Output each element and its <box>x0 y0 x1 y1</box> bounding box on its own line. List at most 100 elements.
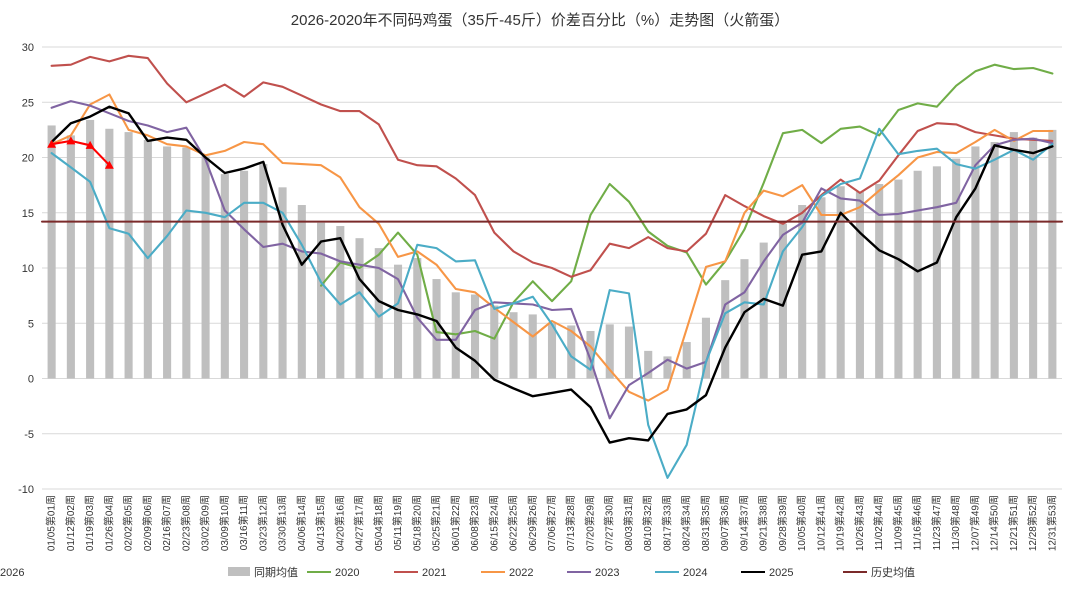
y-tick-label: 15 <box>22 208 34 220</box>
x-tick-label: 04/27第17周 <box>353 495 366 551</box>
bar-same-period-avg <box>528 314 537 379</box>
x-tick-label: 02/23第08周 <box>179 495 192 551</box>
bar-same-period-avg <box>509 312 518 379</box>
y-tick-label: -10 <box>18 484 34 496</box>
bar-same-period-avg <box>66 135 75 379</box>
marker-2026-point <box>66 136 76 145</box>
x-tick-label: 06/01第22周 <box>449 495 462 551</box>
legend-item-series: 历史均值 <box>843 566 915 579</box>
x-tick-label: 05/11第19周 <box>391 495 404 550</box>
x-tick-label: 12/21第51周 <box>1007 495 1020 551</box>
x-axis-ticks: 01/05第01周 01/12第02周 01/19第03周 01/26第04周 02/0… <box>45 495 1059 551</box>
marker-2026-point <box>104 160 114 169</box>
bar-same-period-avg <box>644 350 653 379</box>
legend-label: 2025 <box>769 567 793 579</box>
x-tick-label: 06/15第24周 <box>487 495 500 551</box>
line-series-2026 <box>50 139 111 167</box>
legend-label: 2026 <box>0 567 24 579</box>
bar-same-period-avg <box>605 324 614 379</box>
x-tick-label: 04/20第16周 <box>333 495 346 551</box>
bar-same-period-avg <box>336 226 345 379</box>
x-tick-label: 11/09第45周 <box>891 495 904 550</box>
bar-same-period-avg <box>201 156 210 379</box>
bar-same-period-avg <box>855 191 864 379</box>
x-tick-label: 03/23第12周 <box>256 495 269 551</box>
bar-same-period-avg <box>990 142 999 379</box>
bar-same-period-avg <box>470 294 480 379</box>
bar-same-period-avg <box>451 292 460 379</box>
bar-same-period-avg <box>759 242 768 379</box>
bar-same-period-avg <box>682 342 691 379</box>
bar-same-period-avg <box>374 248 383 379</box>
x-tick-label: 07/20第29周 <box>583 495 596 551</box>
line-series-2023 <box>50 100 1054 420</box>
bar-same-period-avg <box>163 146 172 379</box>
x-tick-label: 11/23第47周 <box>930 495 943 550</box>
x-tick-label: 03/16第11周 <box>237 495 250 550</box>
bar-same-period-avg <box>894 179 903 379</box>
x-tick-label: 05/25第21周 <box>430 495 443 551</box>
legend-swatch <box>228 567 250 576</box>
x-tick-label: 11/16第46周 <box>911 495 924 550</box>
bar-same-period-avg <box>143 139 152 379</box>
y-tick-label: -5 <box>24 429 34 441</box>
bar-same-period-avg <box>721 280 730 379</box>
legend: 同期均值 2020 2021 2022 2023 2024 2025 历史均值 2026 <box>0 566 915 579</box>
y-tick-label: 5 <box>28 318 34 330</box>
x-tick-label: 09/14第37周 <box>737 495 750 551</box>
bar-same-period-avg <box>393 264 403 379</box>
x-tick-label: 02/09第06周 <box>141 495 154 551</box>
x-tick-label: 12/07第49周 <box>968 495 981 551</box>
x-tick-label: 04/06第14周 <box>295 495 308 551</box>
legend-label: 2024 <box>683 567 707 579</box>
bar-same-period-avg <box>317 222 326 379</box>
x-tick-label: 06/08第23周 <box>468 495 481 551</box>
x-tick-label: 08/17第33周 <box>660 495 673 551</box>
x-tick-label: 12/14第50周 <box>988 495 1001 551</box>
x-tick-label: 03/30第13周 <box>276 495 289 551</box>
legend-label: 2022 <box>509 567 533 579</box>
bar-same-period-avg <box>913 170 922 379</box>
y-axis-ticks: 30 25 20 15 10 5 0 -5 -10 <box>18 42 34 496</box>
legend-item-2021: 2021 <box>394 567 446 579</box>
x-tick-label: 11/30第48周 <box>949 495 962 550</box>
legend-item-2025: 2025 <box>741 567 793 579</box>
legend-label: 2023 <box>595 567 619 579</box>
legend-label: 2020 <box>335 567 359 579</box>
bar-same-period-avg <box>875 184 884 379</box>
bar-same-period-avg <box>278 187 287 379</box>
legend-item-2020: 2020 <box>307 567 359 579</box>
marker-2026-point <box>85 140 95 149</box>
bar-same-period-avg <box>124 132 133 379</box>
line-series-2024 <box>50 127 1054 479</box>
legend-label: 同期均值 <box>254 566 298 579</box>
bar-same-period-avg <box>701 317 711 379</box>
bar-series-layer <box>47 119 1057 379</box>
bar-same-period-avg <box>297 205 306 379</box>
bar-same-period-avg <box>1029 137 1038 379</box>
marker-2026-point <box>47 139 57 148</box>
x-tick-label: 07/13第28周 <box>564 495 577 551</box>
x-tick-label: 04/13第15周 <box>314 495 327 551</box>
line-series-layer <box>41 54 1063 479</box>
bar-same-period-avg <box>220 174 229 379</box>
legend-item-2022: 2022 <box>481 567 533 579</box>
bar-same-period-avg <box>105 128 114 379</box>
bar-same-period-avg <box>86 119 95 379</box>
x-tick-label: 09/07第36周 <box>718 495 731 551</box>
y-tick-label: 10 <box>22 263 34 275</box>
bar-same-period-avg <box>490 305 499 379</box>
x-tick-label: 01/19第03周 <box>83 495 96 551</box>
y-tick-label: 20 <box>22 153 34 165</box>
x-tick-label: 02/16第07周 <box>160 495 173 551</box>
x-tick-label: 10/26第43周 <box>853 495 866 551</box>
x-tick-label: 10/05第40周 <box>795 495 808 551</box>
x-tick-label: 08/03第31周 <box>622 495 635 551</box>
legend-item-2024: 2024 <box>655 567 707 579</box>
bar-same-period-avg <box>547 323 557 379</box>
x-tick-label: 09/21第38周 <box>757 495 770 551</box>
x-tick-label: 02/02第05周 <box>122 495 135 551</box>
bar-same-period-avg <box>836 186 845 379</box>
x-tick-label: 10/12第41周 <box>814 495 827 551</box>
bar-same-period-avg <box>740 259 749 379</box>
